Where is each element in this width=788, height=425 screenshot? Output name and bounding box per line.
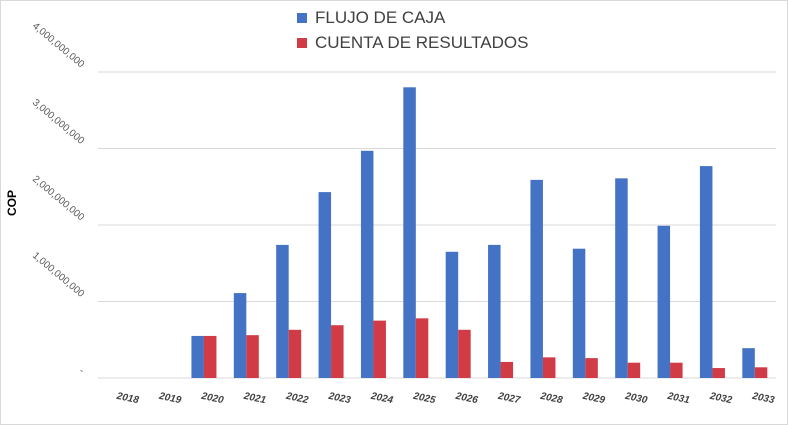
x-tick-label: 2020 — [199, 391, 224, 407]
legend-label: FLUJO DE CAJA — [315, 7, 446, 27]
bar-cuenta-2030 — [627, 362, 641, 378]
x-tick-label: 2030 — [623, 391, 648, 407]
bar-flujo-2023 — [318, 192, 332, 378]
bar-cuenta-2032 — [712, 368, 725, 378]
x-tick-label: 2027 — [496, 391, 521, 407]
legend: FLUJO DE CAJA CUENTA DE RESULTADOS — [297, 5, 528, 55]
bar-flujo-2024 — [360, 150, 374, 378]
bar-flujo-2033 — [742, 348, 755, 378]
y-tick-label: 1,000,000,000 — [30, 250, 86, 300]
x-tick-label: 2018 — [115, 391, 140, 407]
legend-swatch — [297, 37, 307, 48]
x-tick-label: 2031 — [666, 391, 691, 407]
bar-cuenta-2023 — [331, 325, 344, 378]
x-tick-label: 2029 — [581, 391, 606, 407]
y-tick-label: - — [77, 366, 87, 377]
bar-cuenta-2026 — [458, 329, 471, 378]
x-tick-label: 2021 — [242, 391, 267, 407]
bar-flujo-2029 — [572, 248, 586, 378]
y-tick-label: 4,000,000,000 — [30, 21, 86, 71]
bar-flujo-2030 — [615, 178, 628, 378]
legend-item-cuenta: CUENTA DE RESULTADOS — [297, 30, 528, 55]
x-tick-label: 2019 — [157, 391, 182, 407]
bar-cuenta-2024 — [373, 320, 386, 378]
x-tick-label: 2032 — [708, 391, 733, 407]
bar-flujo-2026 — [445, 251, 459, 378]
bar-flujo-2021 — [233, 293, 247, 378]
legend-label: CUENTA DE RESULTADOS — [315, 32, 529, 52]
bar-flujo-2028 — [530, 179, 543, 378]
bar-cuenta-2022 — [288, 329, 302, 378]
x-tick-label: 2025 — [411, 391, 436, 407]
bar-cuenta-2033 — [754, 367, 768, 378]
y-tick-label: 2,000,000,000 — [30, 174, 86, 224]
bar-flujo-2022 — [276, 244, 289, 378]
y-tick-label: 3,000,000,000 — [30, 97, 86, 147]
bar-flujo-2031 — [657, 225, 671, 378]
bar-flujo-2020 — [191, 335, 204, 378]
x-tick-label: 2033 — [750, 391, 775, 407]
bar-flujo-2025 — [403, 87, 416, 379]
x-tick-label: 2022 — [284, 391, 309, 407]
bar-flujo-2027 — [488, 244, 501, 378]
legend-swatch — [297, 12, 307, 23]
bar-cuenta-2025 — [415, 318, 429, 378]
legend-item-flujo: FLUJO DE CAJA — [297, 5, 528, 30]
bar-cuenta-2027 — [500, 361, 514, 378]
bar-flujo-2032 — [699, 166, 713, 378]
bar-cuenta-2020 — [203, 335, 217, 378]
y-axis-label: COP — [5, 189, 19, 216]
x-tick-label: 2028 — [538, 391, 563, 407]
bar-cuenta-2021 — [246, 335, 259, 378]
bar-cuenta-2029 — [585, 358, 598, 378]
x-tick-label: 2024 — [369, 391, 394, 407]
x-tick-label: 2023 — [327, 391, 352, 407]
x-tick-label: 2026 — [454, 391, 479, 407]
bar-cuenta-2031 — [670, 362, 683, 378]
bar-cuenta-2028 — [542, 357, 556, 378]
